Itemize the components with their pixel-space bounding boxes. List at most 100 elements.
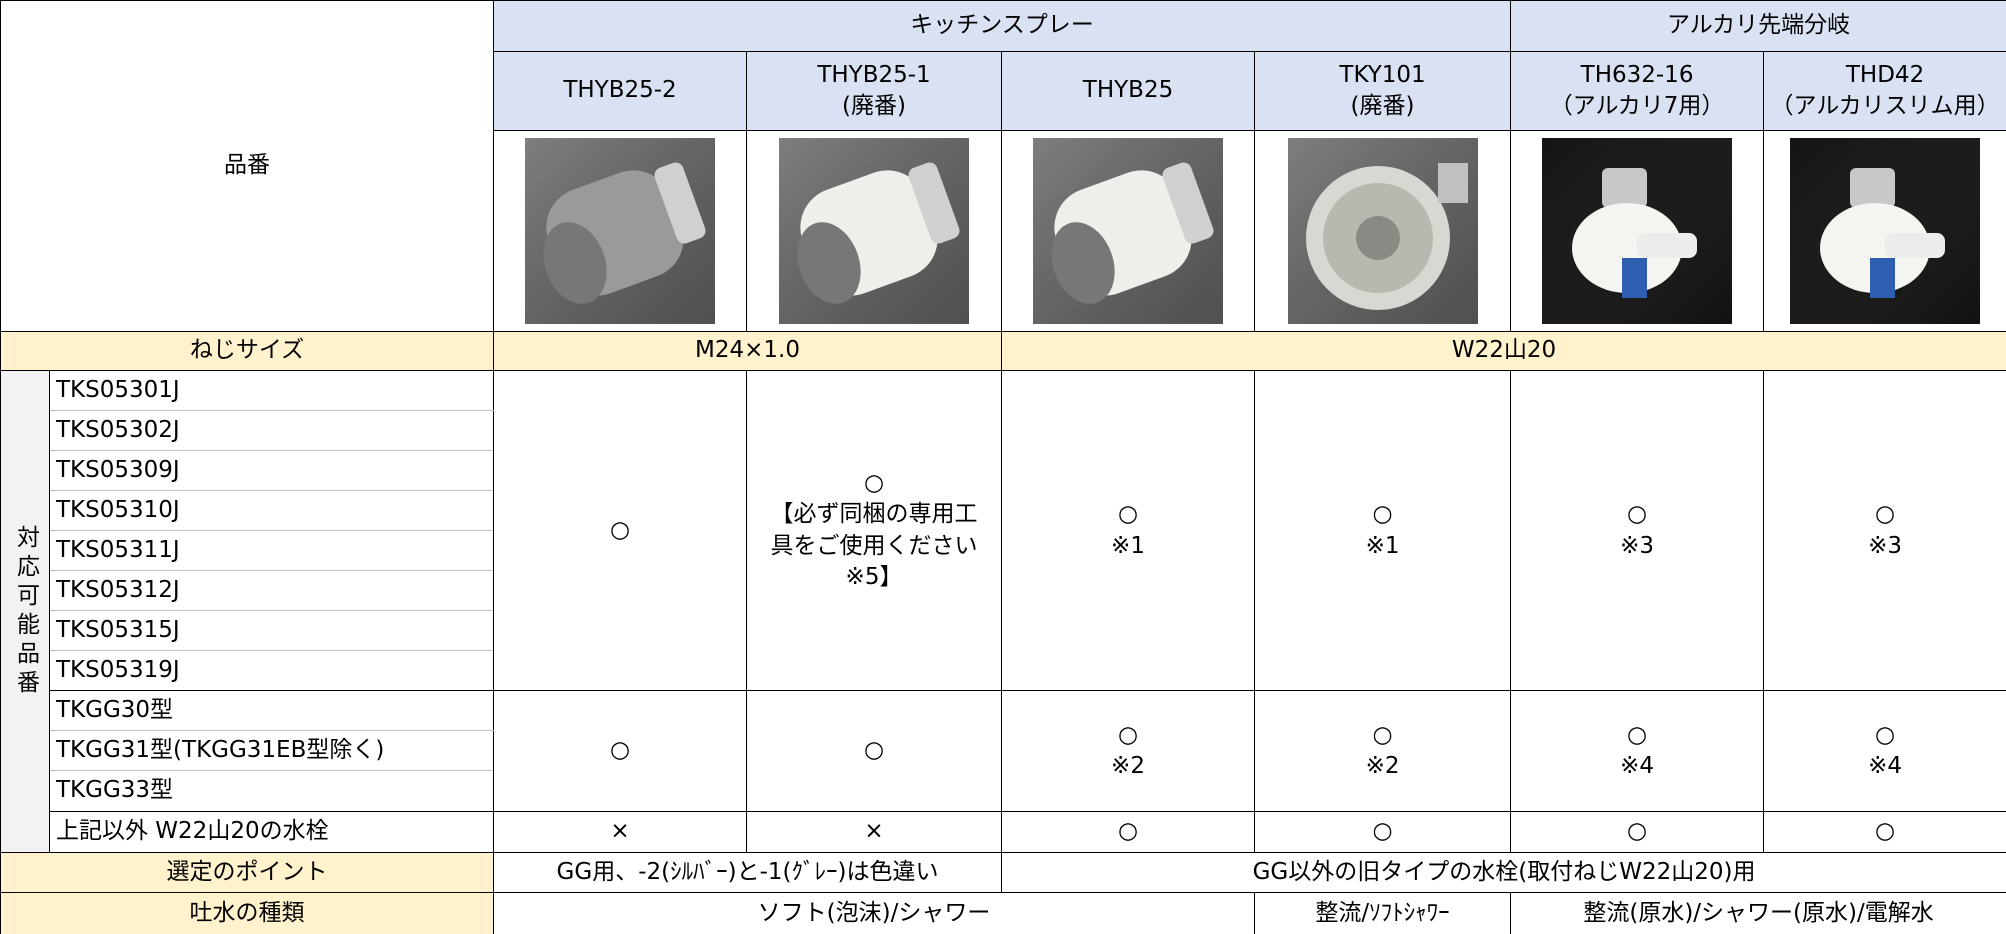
corner-header: 品番 [0,0,494,332]
cell-line: ※5】 [845,563,903,590]
model-name: THYB25-1 [817,61,931,88]
product-image [1001,130,1255,332]
product-name: TKS05310J [49,490,494,531]
table-row: TKS05302J [1,410,2006,451]
model-note: （アルカリ7用） [1549,93,1725,119]
compat-cell: ○ [1763,811,2006,853]
product-photo [1790,138,1981,324]
product-name: TKGG30型 [49,690,494,731]
model-note: (廃番) [842,93,906,119]
model-note: (廃番) [1350,93,1415,119]
model-name: TKY101 [1339,61,1426,88]
cell-line: ※2 [1365,753,1400,779]
group-header: キッチンスプレー [492,0,1512,52]
cell-line: ○ [1117,721,1139,748]
screw-size: M24×1.0 [493,331,1002,371]
table-row: TKGG30型 ○ ○ ○ ※2 ○ ※2 ○ ※4 ○ ※4 [1,690,2006,812]
model-name: TH632-16 [1580,61,1694,88]
model-note: （アルカリスリム用） [1770,93,2000,119]
cell-line: ○ [863,470,885,497]
table-row: ねじサイズ M24×1.0 W22山20 [0,331,2006,371]
cell-line: 具をご使用ください [770,532,978,559]
product-name: TKS05315J [49,610,494,651]
cell-line: ○ [1117,501,1139,528]
cell-line: ※1 [1365,532,1400,559]
compat-cell: ○ ※1 [1001,370,1255,691]
compat-cell: ○ ※3 [1763,370,2006,691]
compat-cell: ○ [493,370,747,691]
cell-line: ※2 [1111,753,1145,779]
product-image [746,130,1002,332]
compat-cell: × [746,811,1002,853]
product-name: TKGG33型 [49,770,494,812]
product-name: TKGG31型(TKGG31EB型除く) [49,730,494,771]
compat-cell: ○ ※2 [1253,690,1512,812]
group-header: アルカリ先端分岐 [1510,0,2006,52]
model-name: THYB25 [1082,77,1174,104]
selection-value: GG用、-2(ｼﾙﾊﾞｰ)と-1(ｸﾞﾚｰ)は色違い [493,852,1002,893]
model-header: THD42 （アルカリスリム用） [1763,51,2006,131]
product-image [493,130,747,332]
screw-size: W22山20 [1000,331,2006,371]
model-header: TKY101 (廃番) [1253,51,1512,131]
cell-line: ○ [1875,721,1896,748]
spout-label: 吐水の種類 [0,892,494,934]
spout-value: ソフト(泡沫)/シャワー [493,892,1255,934]
spout-value: 整流/ｿﾌﾄｼｬﾜｰ [1253,892,1512,934]
product-name: TKS05309J [49,450,494,491]
model-header: THYB25-1 (廃番) [746,51,1002,131]
side-label: 対応可能品番 [0,370,50,853]
compat-cell: ○ ※2 [1001,690,1255,812]
model-name: THD42 [1845,61,1925,88]
product-photo [779,138,969,324]
product-name: TKS05302J [49,410,494,451]
spout-value: 整流(原水)/シャワー(原水)/電解水 [1510,892,2006,934]
compat-cell: ○ ※3 [1510,370,1765,691]
compat-cell: ○ [746,690,1002,812]
model-header: THYB25-2 [493,51,747,131]
product-image [1763,130,2006,332]
product-name: TKS05301J [49,370,494,411]
compat-cell: ○ ※4 [1763,690,2006,812]
table-row: TKGG31型(TKGG31EB型除く) [1,730,2006,771]
cell-line: ○ [1372,501,1393,528]
table-row: TKS05319J [1,650,2006,691]
model-header: THYB25 [1001,51,1255,131]
product-photo [525,138,715,324]
compat-cell: ○ [1253,811,1512,853]
product-photo [1542,138,1733,324]
table-row: 吐水の種類 ソフト(泡沫)/シャワー 整流/ｿﾌﾄｼｬﾜｰ 整流(原水)/シャワー(原… [0,892,2006,934]
compat-cell: × [493,811,747,853]
table-row: TKS05310J [1,490,2006,531]
table-row: 対応可能品番 TKS05301J ○ ○ 【必ず同梱の専用工 具をご使用ください ※5】 ○ ※… [0,370,2006,853]
cell-line: ○ [609,516,631,543]
table-row [1,130,2006,332]
model-header: TH632-16 （アルカリ7用） [1510,51,1765,131]
cell-line: ※3 [1620,532,1654,559]
screw-label: ねじサイズ [0,331,494,371]
compat-cell: ○ ※4 [1510,690,1765,812]
cell-line: ※3 [1868,532,1902,559]
product-name: TKS05311J [49,530,494,571]
cell-line: ○ [1875,501,1896,528]
compat-cell: ○ [1001,811,1255,853]
cell-line: ○ [863,737,885,764]
cell-line: ○ [609,737,631,764]
cell-line: ※4 [1868,753,1902,779]
cell-line: ※4 [1620,753,1654,779]
product-name: 上記以外 W22山20の水栓 [49,811,494,853]
cell-line: ※1 [1111,532,1145,559]
selection-label: 選定のポイント [0,852,494,893]
compat-cell: ○ 【必ず同梱の専用工 具をご使用ください ※5】 [746,370,1002,691]
compat-cell: ○ ※1 [1253,370,1512,691]
table-row: THYB25-2 THYB25-1 (廃番) THYB25 TKY101 (廃番) TH63… [1,51,2006,131]
model-name: THYB25-2 [563,77,677,104]
selection-value: GG以外の旧タイプの水栓(取付ねじW22山20)用 [1000,852,2006,893]
compat-cell: ○ [1510,811,1765,853]
table-row: TKS05312J [1,570,2006,611]
cell-line: ○ [1627,721,1648,748]
cell-line: ○ [1627,501,1648,528]
product-name: TKS05319J [49,650,494,691]
